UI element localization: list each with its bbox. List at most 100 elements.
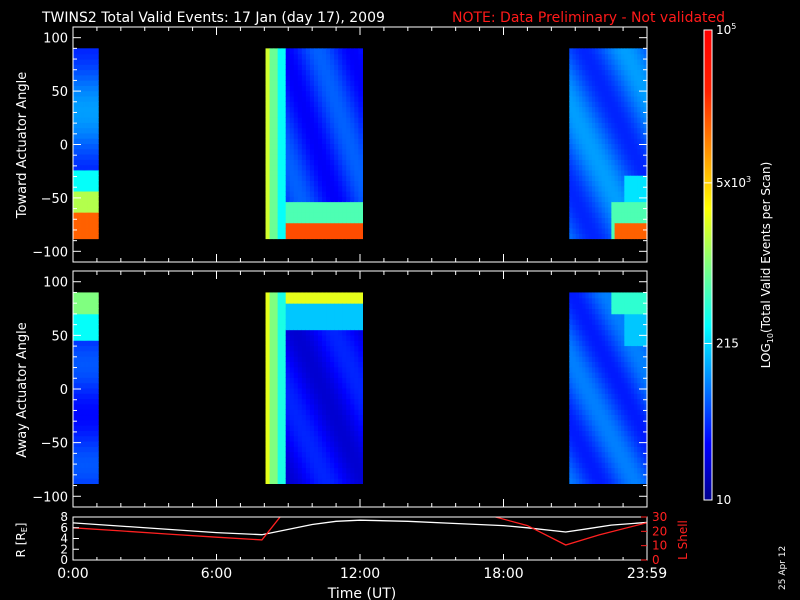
heatmap-cell	[92, 185, 95, 192]
heatmap-cell	[80, 467, 82, 474]
heatmap-cell	[575, 233, 580, 240]
heatmap-cell	[97, 387, 99, 394]
heatmap-cell	[86, 345, 89, 352]
heatmap-cell	[334, 132, 339, 139]
heatmap-cell	[297, 467, 303, 474]
heatmap-cell	[90, 164, 93, 171]
heatmap-cell	[81, 153, 84, 160]
heatmap-cell	[285, 74, 291, 81]
heatmap-cell	[630, 127, 635, 134]
heatmap-cell	[318, 190, 323, 197]
heatmap-cell	[76, 212, 78, 218]
heatmap-cell	[322, 308, 327, 315]
heatmap-cell	[97, 467, 99, 474]
heatmap-cell	[585, 393, 590, 400]
heatmap-cell	[77, 148, 79, 155]
heatmap-cell	[301, 217, 307, 224]
heatmap-cell	[637, 127, 642, 134]
heatmap-cell	[346, 132, 351, 139]
heatmap-cell	[611, 185, 616, 192]
heatmap-cell	[88, 435, 91, 442]
heatmap-cell	[78, 164, 80, 171]
heatmap-cell	[350, 74, 355, 81]
heatmap-cell	[85, 74, 88, 81]
heatmap-cell	[289, 361, 295, 368]
heatmap-cell	[277, 440, 283, 447]
heatmap-cell	[358, 297, 363, 304]
heatmap-cell	[90, 53, 93, 60]
heatmap-cell	[78, 308, 80, 315]
heatmap-cell	[75, 185, 77, 192]
heatmap-cell	[80, 414, 82, 421]
heatmap-cell	[301, 95, 307, 102]
heatmap-cell	[96, 138, 98, 145]
heatmap-cell	[342, 446, 347, 453]
heatmap-cell	[585, 366, 590, 373]
heatmap-cell	[572, 313, 577, 320]
heatmap-cell	[78, 64, 80, 71]
heatmap-cell	[289, 95, 295, 102]
heatmap-cell	[614, 206, 619, 213]
heatmap-cell	[346, 138, 351, 145]
heatmap-cell	[81, 377, 84, 384]
heatmap-cell	[97, 356, 99, 362]
heatmap-cell	[346, 190, 351, 197]
heatmap-cell	[309, 308, 315, 315]
heatmap-cell	[90, 430, 93, 437]
heatmap-cell	[293, 467, 299, 474]
heatmap-cell	[326, 382, 331, 389]
heatmap-cell	[289, 467, 295, 474]
heatmap-cell	[624, 69, 629, 76]
heatmap-cell	[643, 95, 648, 102]
heatmap-cell	[87, 48, 90, 55]
heatmap-cell	[96, 372, 98, 378]
heatmap-cell	[81, 227, 84, 234]
heatmap-cell	[78, 297, 80, 304]
heatmap-cell	[91, 308, 94, 315]
heatmap-cell	[289, 58, 295, 65]
heatmap-cell	[80, 451, 82, 458]
heatmap-cell	[83, 101, 86, 108]
heatmap-cell	[627, 90, 632, 97]
heatmap-cell	[97, 398, 99, 405]
heatmap-cell	[611, 403, 616, 410]
heatmap-cell	[617, 196, 622, 203]
heatmap-cell	[277, 409, 283, 416]
heatmap-cell	[293, 233, 299, 240]
heatmap-cell	[322, 80, 327, 86]
heatmap-cell	[76, 111, 78, 118]
heatmap-cell	[90, 90, 93, 97]
heatmap-cell	[74, 117, 76, 123]
heatmap-cell	[326, 222, 331, 229]
heatmap-cell	[91, 472, 94, 479]
heatmap-cell	[309, 313, 315, 320]
heatmap-cell	[614, 169, 619, 176]
heatmap-cell	[598, 377, 603, 384]
heatmap-cell	[78, 467, 80, 474]
heatmap-cell	[88, 377, 91, 384]
heatmap-cell	[322, 101, 327, 108]
away-data-block	[73, 292, 99, 484]
heatmap-cell	[582, 58, 587, 65]
heatmap-cell	[342, 462, 347, 469]
heatmap-cell	[96, 85, 98, 92]
heatmap-cell	[358, 58, 363, 65]
heatmap-cell	[358, 409, 363, 416]
heatmap-cell	[73, 164, 75, 171]
heatmap-cell	[338, 169, 343, 176]
heatmap-cell	[265, 180, 271, 187]
heatmap-cell	[87, 435, 90, 442]
heatmap-cell	[313, 185, 319, 192]
heatmap-cell	[342, 345, 347, 352]
heatmap-cell	[608, 69, 612, 76]
heatmap-cell	[277, 153, 283, 160]
heatmap-cell	[289, 313, 295, 320]
heatmap-cell	[74, 409, 76, 416]
heatmap-cell	[74, 138, 76, 145]
heatmap-cell	[572, 212, 577, 218]
heatmap-cell	[354, 456, 359, 463]
heatmap-cell	[78, 95, 80, 102]
heatmap-cell	[97, 334, 99, 341]
heatmap-cell	[598, 233, 603, 240]
heatmap-cell	[350, 435, 355, 442]
